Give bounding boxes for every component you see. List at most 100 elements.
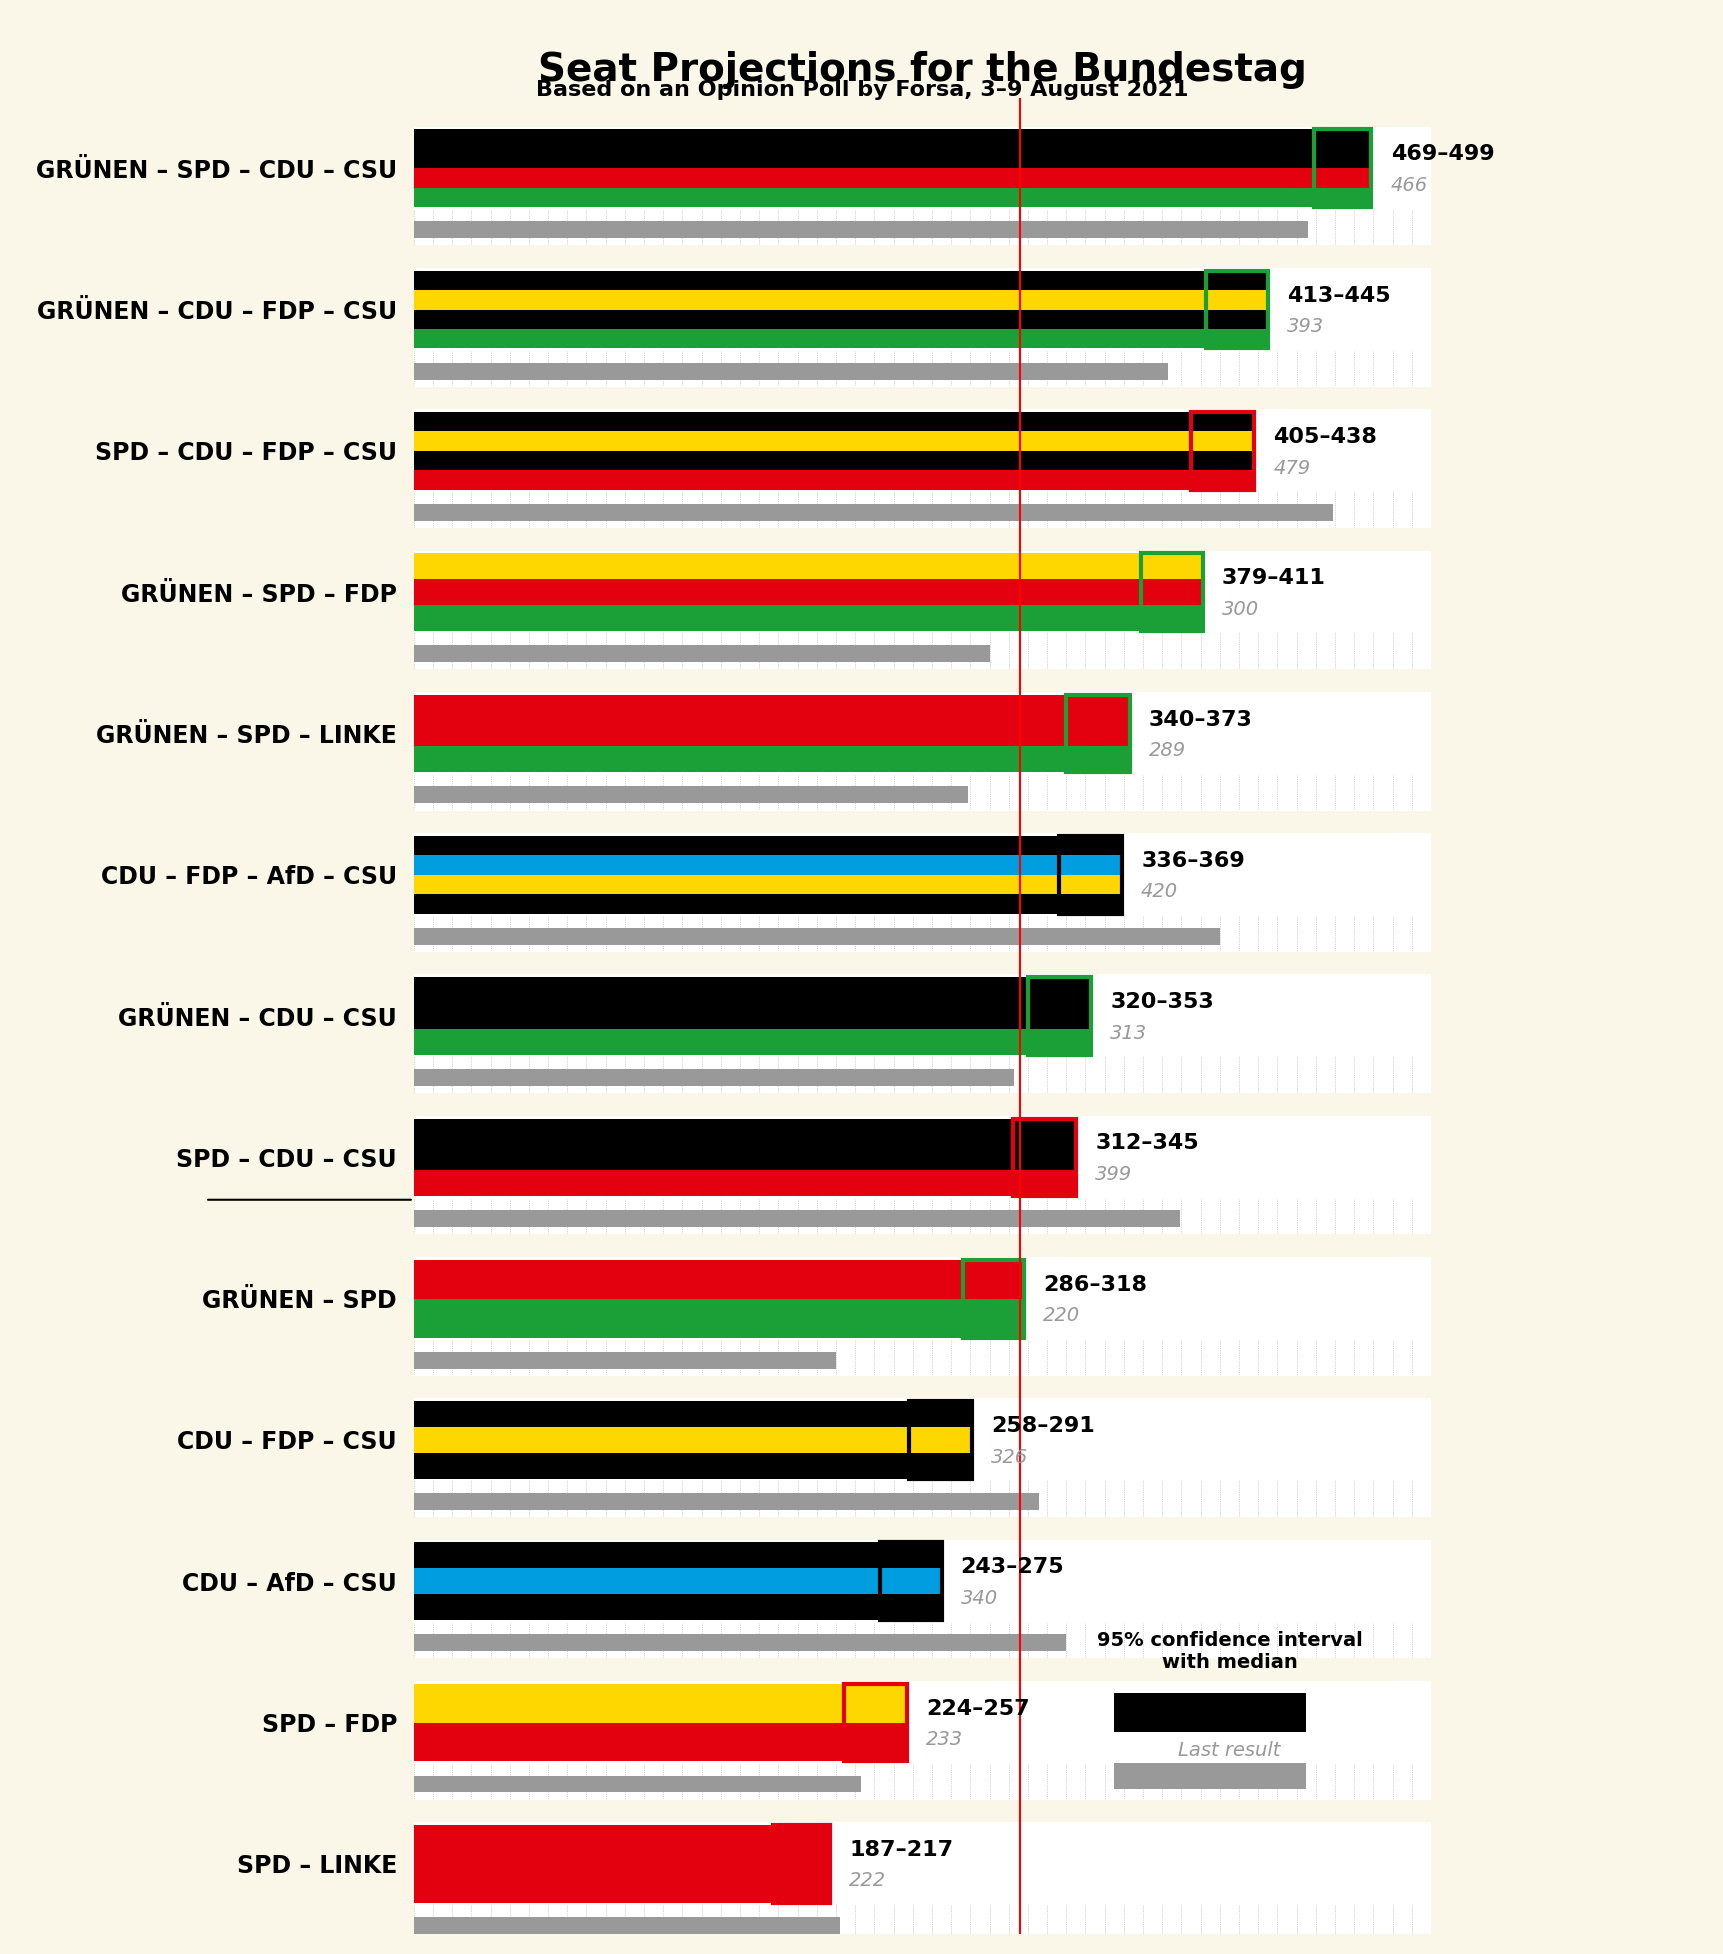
Bar — [1191, 432, 1254, 451]
Bar — [414, 578, 1141, 606]
Bar — [414, 1569, 880, 1594]
Bar — [414, 875, 1058, 895]
Bar — [772, 1825, 830, 1864]
Bar — [414, 129, 1313, 149]
Bar — [414, 471, 1191, 490]
Bar — [1141, 578, 1203, 606]
Bar — [961, 1260, 1023, 1337]
Text: 320–353: 320–353 — [1110, 993, 1213, 1012]
Bar — [414, 1594, 880, 1620]
Bar — [414, 977, 1027, 1002]
Bar — [414, 127, 1430, 246]
Bar — [1058, 895, 1122, 914]
Text: 399: 399 — [1094, 1165, 1132, 1184]
Bar — [414, 1399, 1430, 1516]
Bar — [414, 1337, 1430, 1376]
Text: 312–345: 312–345 — [1094, 1133, 1197, 1153]
Bar — [1058, 836, 1122, 914]
Bar — [1027, 977, 1091, 1055]
Text: 466: 466 — [1390, 176, 1427, 195]
Bar — [1206, 272, 1266, 291]
Bar — [843, 1684, 906, 1761]
Bar — [414, 168, 1313, 188]
Bar — [1065, 721, 1129, 746]
Text: 393: 393 — [1287, 317, 1323, 336]
Bar — [414, 268, 1430, 387]
Bar — [414, 786, 968, 803]
Bar — [1141, 553, 1203, 631]
Bar — [414, 772, 1430, 811]
Bar — [414, 1002, 1027, 1030]
Bar — [414, 1352, 836, 1368]
Bar — [414, 975, 1430, 1092]
Bar — [414, 1299, 961, 1337]
Bar — [414, 149, 1313, 168]
Bar — [414, 188, 1313, 207]
Text: Last result: Last result — [1177, 1741, 1280, 1761]
Bar — [414, 1917, 839, 1934]
Bar — [414, 291, 1206, 309]
Text: 405–438: 405–438 — [1273, 426, 1377, 447]
Bar — [414, 412, 1191, 432]
Bar — [414, 1210, 1179, 1227]
Text: 300: 300 — [1222, 600, 1258, 619]
Bar — [908, 1401, 972, 1479]
Bar — [1011, 1118, 1075, 1196]
Bar — [1313, 168, 1370, 188]
Bar — [880, 1594, 941, 1620]
Bar — [414, 721, 1065, 746]
Bar — [414, 408, 1430, 528]
Bar — [772, 1825, 830, 1903]
Bar — [1313, 149, 1370, 168]
Bar — [1027, 1002, 1091, 1030]
Bar — [414, 1454, 908, 1479]
Bar — [414, 1479, 1430, 1516]
Bar — [880, 1542, 941, 1569]
Bar — [414, 1145, 1011, 1170]
Bar — [414, 551, 1430, 668]
Text: 243–275: 243–275 — [960, 1557, 1063, 1577]
Text: 340: 340 — [960, 1589, 998, 1608]
Bar — [414, 1196, 1430, 1235]
Bar — [1313, 129, 1370, 149]
Bar — [414, 1825, 772, 1864]
Bar — [414, 1684, 843, 1723]
Text: 224–257: 224–257 — [925, 1698, 1029, 1718]
Bar — [414, 207, 1430, 246]
Bar — [1011, 1170, 1075, 1196]
Bar — [1058, 875, 1122, 895]
Bar — [1141, 553, 1203, 578]
Bar — [961, 1260, 1023, 1299]
Bar — [414, 309, 1206, 328]
Bar — [1065, 694, 1129, 772]
Text: 313: 313 — [1110, 1024, 1148, 1043]
Bar — [1011, 1145, 1075, 1170]
Bar — [1206, 272, 1266, 348]
Bar — [414, 221, 1308, 238]
Text: 258–291: 258–291 — [991, 1417, 1094, 1436]
Bar — [414, 1634, 1065, 1651]
Text: 233: 233 — [925, 1729, 963, 1749]
Bar — [414, 1620, 1430, 1659]
Bar — [414, 1116, 1430, 1235]
Text: 379–411: 379–411 — [1222, 569, 1325, 588]
Bar — [414, 1256, 1430, 1376]
Bar — [843, 1723, 906, 1761]
Bar — [414, 1493, 1039, 1510]
Bar — [414, 631, 1430, 668]
Bar — [414, 832, 1430, 952]
Bar — [1141, 606, 1203, 631]
Text: 220: 220 — [1042, 1307, 1080, 1325]
Text: 336–369: 336–369 — [1141, 850, 1244, 871]
Bar — [414, 1401, 908, 1426]
Bar — [414, 1761, 1430, 1800]
Bar — [880, 1569, 941, 1594]
Text: 413–445: 413–445 — [1287, 285, 1390, 305]
Bar — [414, 1170, 1011, 1196]
Text: 326: 326 — [991, 1448, 1029, 1467]
Bar — [414, 1540, 1430, 1659]
Bar — [1113, 1692, 1220, 1733]
Bar — [1313, 188, 1370, 207]
Bar — [1065, 694, 1129, 721]
Bar — [414, 348, 1430, 387]
